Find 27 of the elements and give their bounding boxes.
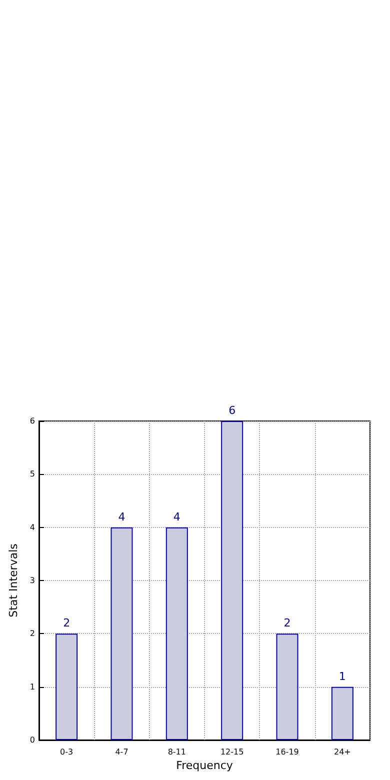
x-tick-label: 12-15 bbox=[220, 748, 244, 756]
x-axis-title: Frequency bbox=[176, 759, 234, 772]
data-label: 4 bbox=[173, 510, 180, 524]
x-tick-label: 4-7 bbox=[115, 748, 128, 756]
y-tick-label: 0 bbox=[30, 736, 35, 744]
y-tick-label: 6 bbox=[30, 416, 35, 426]
y-tick-label: 1 bbox=[30, 682, 35, 692]
x-tick-label: 24+ bbox=[334, 748, 351, 756]
data-label: 1 bbox=[338, 670, 346, 683]
y-axis-title: Stat Intervals bbox=[7, 543, 20, 618]
bar bbox=[56, 634, 78, 740]
bar bbox=[276, 634, 298, 740]
y-tick-label: 5 bbox=[30, 470, 35, 479]
bar bbox=[110, 527, 133, 740]
bar bbox=[166, 527, 188, 740]
data-label: 4 bbox=[118, 510, 126, 524]
x-tick-label: 8-11 bbox=[168, 748, 186, 756]
data-label: 2 bbox=[63, 616, 70, 630]
y-tick-label: 2 bbox=[30, 629, 35, 638]
y-tick-label: 4 bbox=[30, 522, 35, 532]
x-tick-label: 0-3 bbox=[60, 748, 74, 756]
bar bbox=[331, 686, 354, 740]
data-label: 6 bbox=[228, 404, 236, 417]
y-tick-label: 3 bbox=[30, 576, 35, 585]
data-label: 2 bbox=[284, 616, 291, 630]
bar bbox=[221, 421, 244, 740]
x-tick-label: 16-19 bbox=[276, 748, 299, 756]
